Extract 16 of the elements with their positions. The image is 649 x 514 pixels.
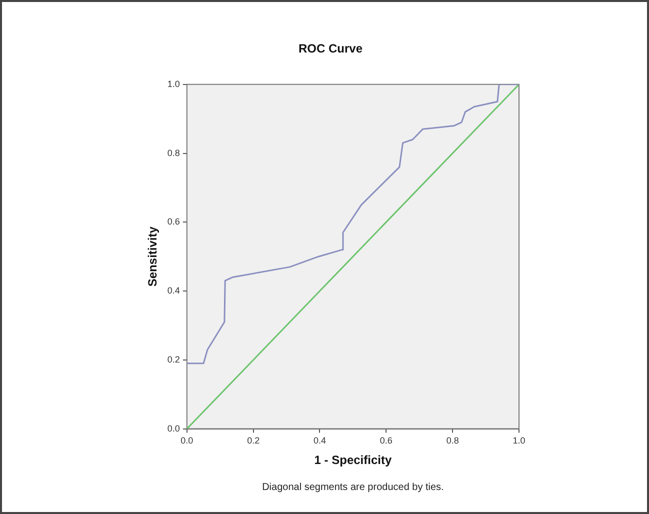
y-tick-label: 0.0	[167, 423, 180, 434]
x-tick-label: 0.4	[313, 436, 326, 446]
y-axis-title: Sensitivity	[146, 226, 160, 287]
y-tick-label: 0.8	[167, 148, 180, 158]
x-tick-label: 0.6	[380, 436, 392, 446]
y-tick-label: 0.6	[167, 216, 180, 227]
x-axis-title: 1 - Specificity	[314, 453, 392, 468]
text: Diagonal segments are produced by ties.	[262, 482, 444, 493]
y-tick-label: 0.2	[167, 354, 180, 364]
x-tick-label: 0.0	[180, 436, 194, 446]
chart-title: ROC Curve	[298, 42, 363, 56]
x-tick-label: 0.2	[247, 436, 260, 446]
x-tick-label: 1.0	[512, 436, 526, 446]
x-tick-label: 0.8	[446, 436, 459, 446]
y-tick-label: 1.0	[167, 78, 180, 89]
y-tick-label: 0.4	[167, 286, 180, 296]
